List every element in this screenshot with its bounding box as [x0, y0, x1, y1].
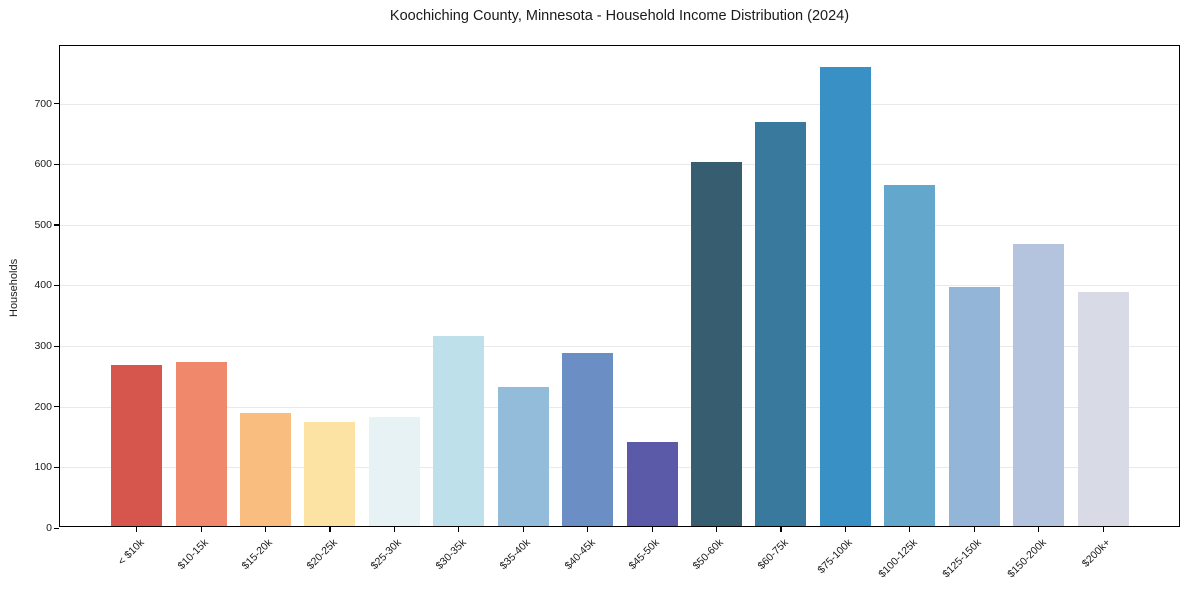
- plot-area: 0 100 200 300 400 500 600 700 < $10k $10-15k $15-2…: [34, 45, 1180, 580]
- y-tick-mark: [54, 284, 59, 287]
- y-tick-mark: [54, 466, 59, 469]
- x-tick-mark: [909, 527, 911, 532]
- x-tick-mark: [780, 527, 782, 532]
- x-tick-label: $25-30k: [368, 536, 405, 573]
- x-tick-label: $15-20k: [239, 536, 276, 573]
- bar-200k: [1077, 291, 1129, 526]
- y-tick-mark: [54, 527, 59, 529]
- x-tick-label: $200k+: [1079, 536, 1113, 570]
- x-tick-label: $30-35k: [433, 536, 469, 573]
- bar-15-20k: [239, 412, 291, 526]
- x-tick-label: $40-45k: [562, 536, 598, 573]
- y-tick-label: 100: [34, 461, 52, 474]
- x-tick-mark: [393, 527, 395, 532]
- bar-10-15k: [175, 361, 227, 526]
- x-tick-label: $10-15k: [175, 536, 211, 573]
- y-tick-label: 400: [34, 279, 52, 292]
- bar-100-125k: [884, 184, 936, 526]
- y-tick-mark: [54, 406, 59, 408]
- x-tick-label: $60-75k: [755, 536, 791, 573]
- y-tick-label: 300: [34, 340, 52, 353]
- x-tick-mark: [264, 527, 267, 532]
- gridline: [60, 467, 1179, 469]
- bar-40-45k: [562, 352, 614, 526]
- x-tick-mark: [458, 527, 460, 532]
- bar-50-60k: [690, 162, 742, 526]
- x-tick-label: $45-50k: [626, 536, 662, 573]
- y-tick-label: 500: [34, 218, 52, 231]
- x-tick-label: $20-25k: [304, 536, 340, 573]
- y-tick-mark: [54, 163, 59, 165]
- y-tick-label: 200: [34, 400, 52, 413]
- bar-45-50k: [626, 441, 678, 526]
- gridline: [60, 103, 1179, 105]
- x-tick-mark: [715, 527, 718, 532]
- gridline: [60, 285, 1179, 287]
- x-tick-mark: [1102, 527, 1104, 532]
- x-tick-mark: [973, 527, 975, 532]
- x-tick-mark: [522, 527, 524, 532]
- x-tick-mark: [1038, 527, 1040, 532]
- x-tick-label: $35-40k: [497, 536, 533, 573]
- x-tick-mark: [844, 527, 847, 532]
- x-tick-label: $50-60k: [690, 536, 727, 573]
- x-tick-mark: [587, 527, 589, 532]
- gridline: [60, 346, 1179, 348]
- x-tick-label: $125-150k: [940, 536, 984, 581]
- chart-title: Koochiching County, Minnesota - Househol…: [389, 8, 850, 24]
- x-tick-mark: [136, 527, 138, 532]
- x-tick-label: $100-125k: [875, 536, 920, 581]
- gridline: [60, 224, 1179, 226]
- bar-25-30k: [368, 416, 420, 526]
- gridline: [60, 164, 1179, 166]
- bar-75-100k: [819, 67, 871, 526]
- y-tick-mark: [54, 224, 59, 226]
- y-tick-label: 600: [34, 158, 52, 171]
- x-tick-label: $75-100k: [815, 536, 856, 577]
- bar-150-200k: [1013, 244, 1065, 526]
- x-tick-label: < $10k: [115, 536, 147, 568]
- bar-125-150k: [948, 286, 1000, 526]
- gridline: [60, 406, 1179, 408]
- bar-20-25k: [304, 422, 356, 526]
- x-tick-mark: [200, 527, 202, 532]
- y-tick-mark: [54, 345, 59, 347]
- x-tick-mark: [651, 527, 653, 532]
- x-tick-mark: [329, 527, 331, 532]
- y-tick-mark: [54, 103, 59, 105]
- bar-35-40k: [497, 386, 549, 526]
- y-tick-label: 0: [46, 522, 52, 534]
- y-tick-label: 700: [34, 97, 52, 110]
- bar-10k: [111, 365, 163, 526]
- x-tick-label: $150-200k: [1004, 536, 1049, 581]
- bar-30-35k: [433, 335, 485, 526]
- bar-60-75k: [755, 122, 807, 526]
